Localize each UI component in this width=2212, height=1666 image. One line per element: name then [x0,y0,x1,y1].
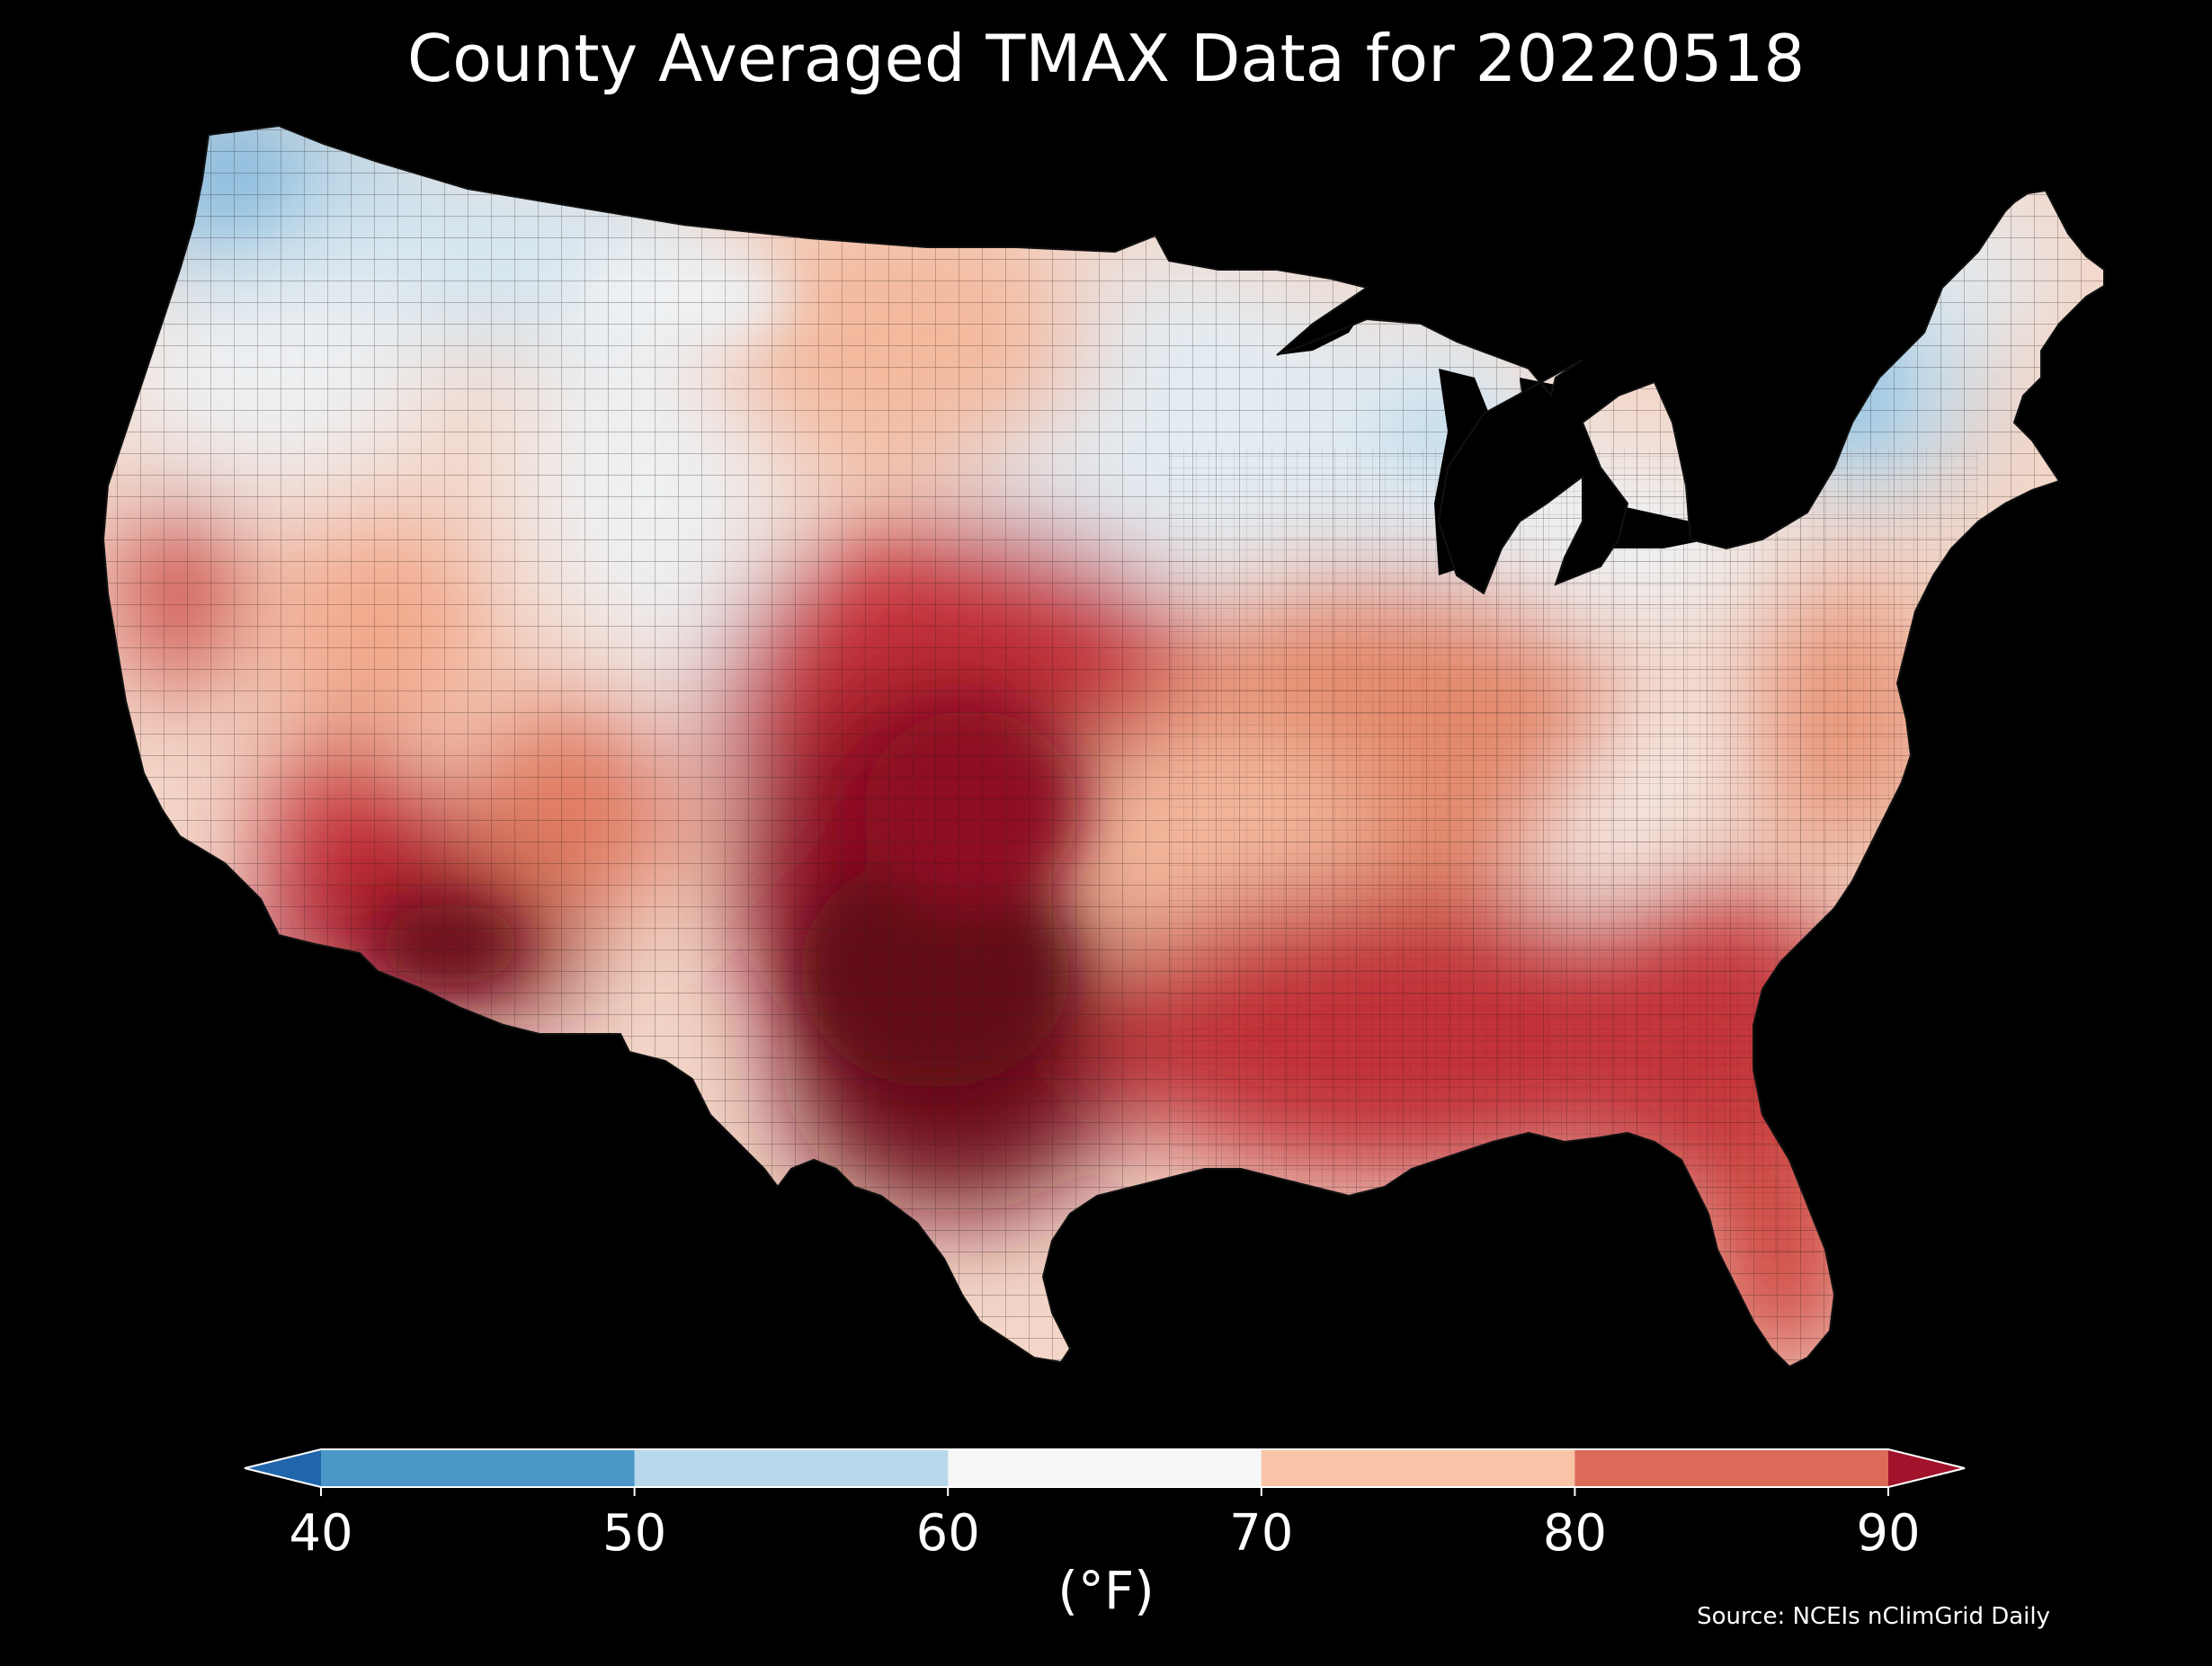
source-credit: Source: NCEIs nClimGrid Daily [1697,1603,2050,1630]
colorbar-tick-label: 70 [1229,1504,1293,1563]
colorbar-extend-high [1888,1449,1965,1487]
colorbar-tick-label: 40 [289,1504,352,1563]
colorbar-bin [1261,1449,1575,1487]
colorbar-tick-label: 60 [916,1504,980,1563]
colorbar-tick-label: 90 [1856,1504,1920,1563]
colorbar-units-label: (°F) [1057,1560,1155,1621]
colorbar-bin [1574,1449,1889,1487]
colorbar-bin [634,1449,949,1487]
colorbar-tick-label: 80 [1543,1504,1607,1563]
great-lakes [1277,306,1708,575]
map-title: County Averaged TMAX Data for 20220518 [406,21,1806,96]
colorbar-bin [948,1449,1262,1487]
colorbar-extend-low [245,1449,321,1487]
colorbar-bin [321,1449,636,1487]
colorbar-tick-label: 50 [602,1504,666,1563]
